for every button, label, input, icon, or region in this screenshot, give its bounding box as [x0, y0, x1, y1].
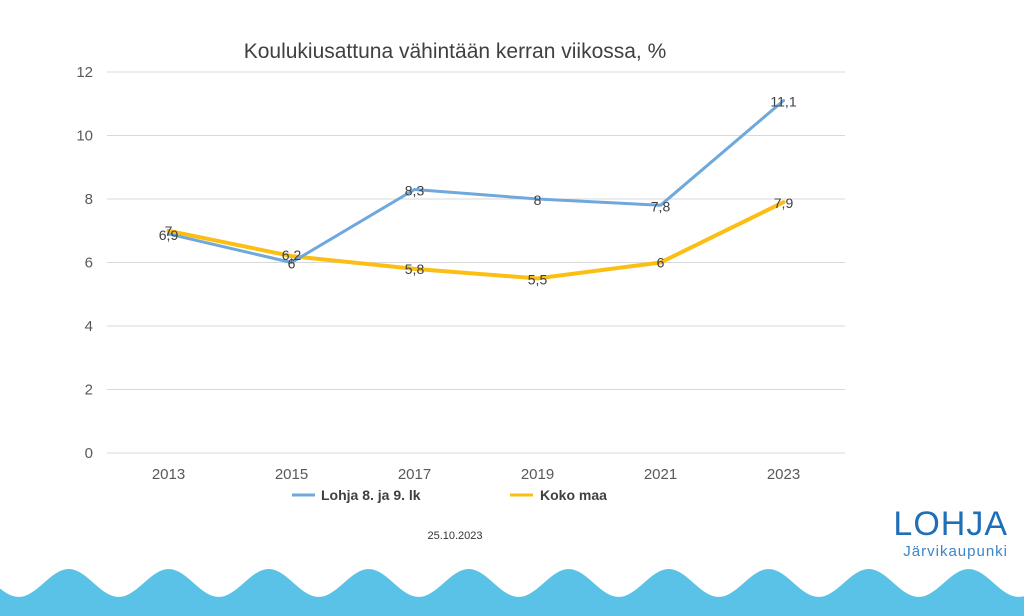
series-line-lohja: [167, 99, 785, 264]
legend-label-lohja: Lohja 8. ja 9. lk: [321, 487, 421, 503]
y-tick-label: 8: [85, 191, 93, 208]
data-label: 8,3: [405, 182, 425, 198]
lohja-logo: LOHJA Järvikaupunki: [893, 505, 1008, 560]
logo-tagline: Järvikaupunki: [903, 543, 1008, 560]
data-label: 5,8: [405, 261, 425, 277]
data-label: 7,8: [651, 198, 671, 214]
chart-title: Koulukiusattuna vähintään kerran viikoss…: [244, 40, 667, 63]
data-label: 6,2: [282, 247, 302, 263]
x-tick-label: 2015: [275, 466, 308, 483]
y-tick-label: 2: [85, 382, 93, 399]
data-label: 6: [657, 255, 665, 271]
data-label: 5,5: [528, 271, 548, 287]
x-tick-label: 2021: [644, 466, 677, 483]
x-tick-label: 2023: [767, 466, 800, 483]
logo-wordmark: LOHJA: [893, 505, 1008, 543]
data-label: 11,1: [770, 94, 796, 110]
data-label: 6,9: [159, 227, 179, 243]
footer-date: 25.10.2023: [427, 530, 482, 542]
y-tick-label: 6: [85, 255, 93, 272]
y-tick-label: 12: [76, 64, 93, 81]
y-tick-label: 0: [85, 445, 93, 462]
plot-area: 0 2 4 6 8 10 12 2013 2015 2017 2019 2021 2023 6,9 6 8,3…: [76, 64, 845, 483]
series-line-koko-maa: [166, 200, 786, 281]
y-tick-label: 4: [85, 318, 93, 335]
y-tick-label: 10: [76, 128, 93, 145]
legend: Lohja 8. ja 9. lk Koko maa: [292, 487, 607, 503]
data-label: 8: [534, 192, 542, 208]
data-label: 6: [288, 256, 296, 272]
data-label: 7: [165, 223, 173, 239]
x-tick-label: 2017: [398, 466, 431, 483]
x-tick-label: 2019: [521, 466, 554, 483]
data-label: 7,9: [774, 195, 794, 211]
decorative-wave: [0, 569, 1024, 616]
x-tick-label: 2013: [152, 466, 185, 483]
legend-label-koko-maa: Koko maa: [540, 487, 607, 503]
